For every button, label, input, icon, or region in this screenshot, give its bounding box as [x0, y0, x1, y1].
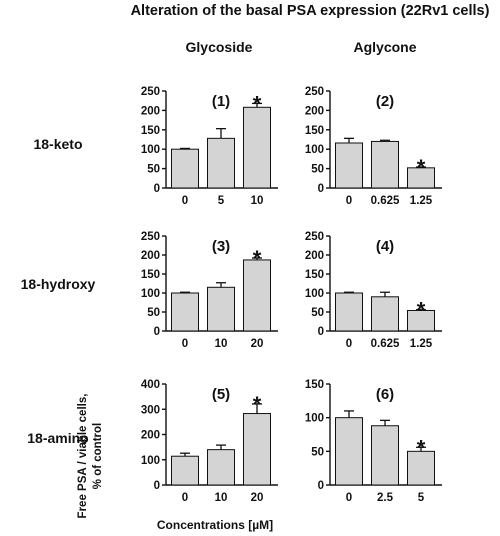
- bar-0: [335, 292, 363, 332]
- y-tick-label: 50: [147, 164, 160, 176]
- y-tick-label: 250: [141, 86, 160, 98]
- bar-0: [335, 142, 363, 189]
- chart-panel-2: 0 50 100 150 200 250 0 0.625 1.25 * (2): [305, 86, 442, 207]
- bar-0: [171, 292, 199, 332]
- significance-asterisk: *: [253, 392, 262, 417]
- x-tick-label: 5: [218, 195, 225, 207]
- y-tick-label: 0: [154, 480, 160, 492]
- x-tick-label: 0: [346, 492, 352, 504]
- y-tick-label: 200: [141, 430, 160, 442]
- y-tick-label: 50: [147, 307, 160, 319]
- y-tick-label: 400: [141, 379, 160, 391]
- y-tick-label: 150: [305, 125, 324, 137]
- significance-asterisk: *: [417, 155, 426, 180]
- panel-label: (3): [212, 238, 230, 255]
- x-tick-label: 0: [346, 195, 352, 207]
- x-tick-label: 10: [215, 338, 228, 350]
- x-tick-label: 2.5: [377, 492, 394, 504]
- x-tick-label: 0: [182, 492, 188, 504]
- figure-title: Alteration of the basal PSA expression (…: [131, 3, 490, 19]
- bar-0.625: [371, 296, 399, 332]
- bar-20: [243, 259, 271, 332]
- bar-2.5: [371, 425, 399, 486]
- y-tick-label: 50: [311, 307, 324, 319]
- x-tick-label: 0.625: [371, 338, 400, 350]
- y-tick-label: 250: [305, 86, 324, 98]
- panel-label: (4): [376, 238, 394, 255]
- chart-panel-3: 0 50 100 150 200 250 0 10 20 * (3): [141, 231, 278, 350]
- y-axis-label-line-2: % of control: [92, 423, 104, 489]
- bar-0: [335, 417, 363, 486]
- y-axis-label-line-1: Free PSA / viable cells,: [77, 394, 89, 519]
- y-tick-label: 200: [141, 250, 160, 262]
- column-header-aglycone: Aglycone: [353, 39, 416, 55]
- column-header-glycoside: Glycoside: [186, 39, 253, 55]
- y-tick-label: 0: [318, 183, 324, 195]
- y-tick-label: 0: [154, 183, 160, 195]
- significance-asterisk: *: [253, 91, 262, 116]
- significance-asterisk: *: [417, 435, 426, 460]
- y-tick-label: 150: [141, 269, 160, 281]
- x-tick-label: 0.625: [371, 195, 400, 207]
- y-tick-label: 100: [305, 288, 324, 300]
- y-tick-label: 50: [311, 446, 324, 458]
- bar-0: [171, 455, 199, 486]
- y-tick-label: 200: [305, 105, 324, 117]
- bar-10: [243, 106, 271, 189]
- y-axis-label: Free PSA / viable cells, % of control: [77, 394, 104, 519]
- bar-0.625: [371, 140, 399, 189]
- chart-panel-4: 0 50 100 150 200 250 0 0.625 1.25 * (4): [305, 231, 442, 350]
- panel-label: (5): [212, 386, 230, 403]
- bar-20: [243, 413, 271, 486]
- y-tick-label: 250: [141, 231, 160, 243]
- y-tick-label: 50: [311, 164, 324, 176]
- x-tick-label: 20: [251, 492, 264, 504]
- bar-5: [207, 137, 235, 189]
- panel-label: (2): [376, 93, 394, 110]
- y-tick-label: 100: [141, 288, 160, 300]
- x-tick-label: 1.25: [410, 338, 433, 350]
- bar-0: [171, 148, 199, 189]
- y-tick-label: 0: [154, 326, 160, 338]
- chart-panel-1: 0 50 100 150 200 250 0 5 10 * (1): [141, 86, 278, 207]
- y-tick-label: 100: [305, 413, 324, 425]
- y-tick-label: 200: [141, 105, 160, 117]
- y-tick-label: 150: [305, 269, 324, 281]
- x-tick-label: 0: [182, 338, 188, 350]
- x-tick-label: 0: [182, 195, 188, 207]
- y-tick-label: 100: [141, 144, 160, 156]
- x-tick-label: 20: [251, 338, 264, 350]
- row-label-18-hydroxy: 18-hydroxy: [21, 276, 96, 292]
- significance-asterisk: *: [253, 246, 262, 271]
- row-label-18-keto: 18-keto: [33, 136, 82, 152]
- x-tick-label: 1.25: [410, 195, 433, 207]
- y-tick-label: 300: [141, 404, 160, 416]
- chart-panel-6: 0 50 100 150 0 2.5 5 * (6): [305, 379, 442, 504]
- panel-label: (6): [376, 386, 394, 403]
- bar-10: [207, 449, 235, 486]
- y-tick-label: 100: [305, 144, 324, 156]
- x-tick-label: 0: [346, 338, 352, 350]
- bar-10: [207, 286, 235, 332]
- y-tick-label: 200: [305, 250, 324, 262]
- y-tick-label: 250: [305, 231, 324, 243]
- y-tick-label: 0: [318, 326, 324, 338]
- row-label-18-amino: 18-amino: [27, 430, 88, 446]
- x-tick-label: 10: [251, 195, 264, 207]
- x-tick-label: 5: [418, 492, 425, 504]
- panel-label: (1): [212, 93, 230, 110]
- x-tick-label: 10: [215, 492, 228, 504]
- x-axis-label: Concentrations [µM]: [157, 518, 273, 532]
- chart-panel-5: 0 100 200 300 400 0 10 20 * (5): [141, 379, 278, 504]
- y-tick-label: 100: [141, 455, 160, 467]
- y-tick-label: 150: [141, 125, 160, 137]
- y-tick-label: 0: [318, 480, 324, 492]
- significance-asterisk: *: [417, 298, 426, 323]
- y-tick-label: 150: [305, 379, 324, 391]
